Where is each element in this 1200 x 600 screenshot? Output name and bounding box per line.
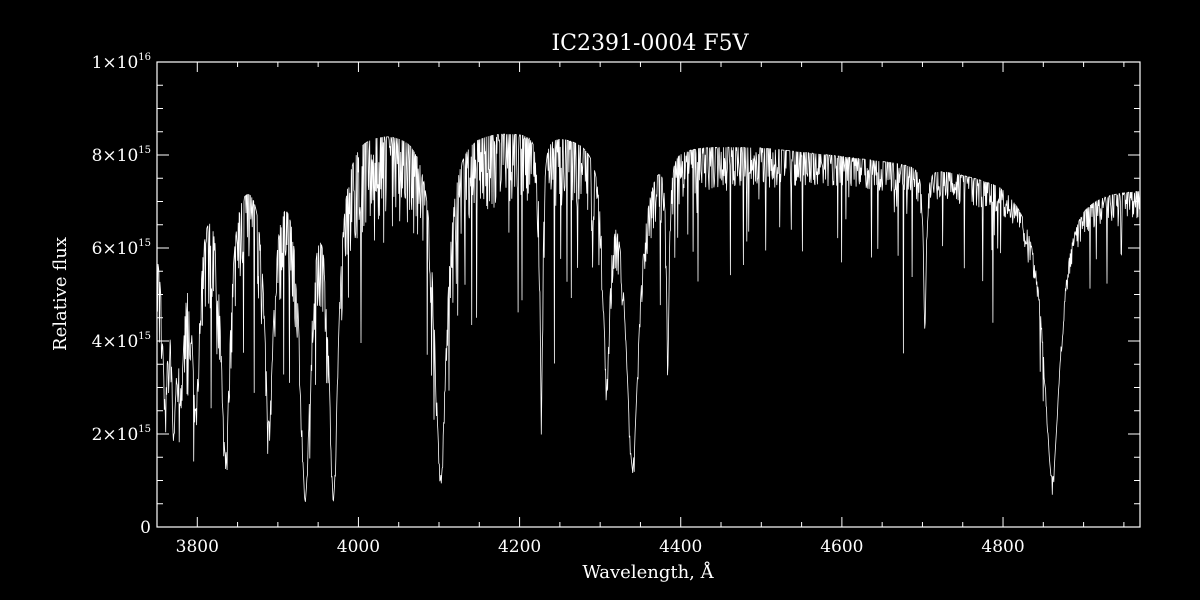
x-tick-label: 4200 [498, 537, 541, 557]
x-tick-label: 4000 [337, 537, 380, 557]
y-tick-label: 1×1016 [92, 52, 151, 73]
axes: 3800 4000 4200 4400 4600 4800 0 2×1015 4×1015 6×1… [92, 52, 1141, 557]
y-tick-label: 6×1015 [92, 238, 151, 259]
chart-title: IC2391-0004 F5V [551, 31, 749, 56]
plot-area [156, 133, 1141, 502]
x-tick-label: 4600 [820, 537, 863, 557]
x-tick-label: 4800 [981, 537, 1024, 557]
y-tick-label: 4×1015 [92, 331, 151, 352]
y-axis-title: Relative flux [50, 237, 71, 351]
x-tick-label: 3800 [176, 537, 219, 557]
x-axis-title: Wavelength, Å [582, 561, 714, 583]
y-tick-label: 2×1015 [92, 424, 151, 445]
spectrum-line [156, 133, 1141, 502]
x-tick-label: 4400 [659, 537, 702, 557]
y-tick-label: 0 [140, 518, 151, 538]
y-tick-label: 8×1015 [92, 145, 151, 166]
